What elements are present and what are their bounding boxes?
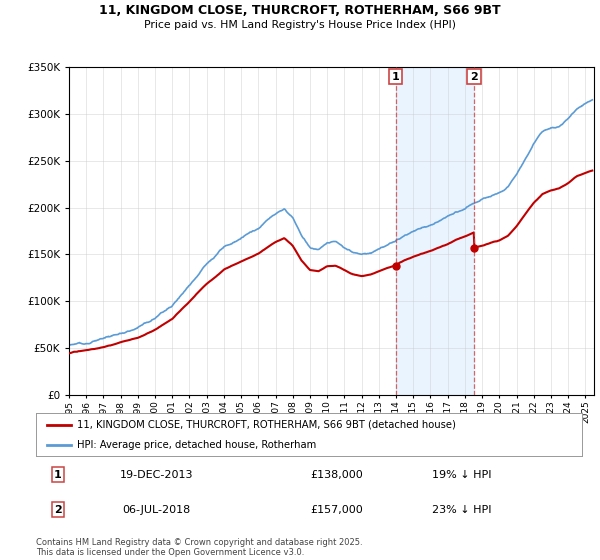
Text: 19% ↓ HPI: 19% ↓ HPI xyxy=(432,470,491,479)
Text: 19-DEC-2013: 19-DEC-2013 xyxy=(119,470,193,479)
Text: 11, KINGDOM CLOSE, THURCROFT, ROTHERHAM, S66 9BT (detached house): 11, KINGDOM CLOSE, THURCROFT, ROTHERHAM,… xyxy=(77,420,456,430)
Text: 2: 2 xyxy=(470,72,478,82)
Text: Price paid vs. HM Land Registry's House Price Index (HPI): Price paid vs. HM Land Registry's House … xyxy=(144,20,456,30)
Text: £157,000: £157,000 xyxy=(310,505,362,515)
Text: 1: 1 xyxy=(392,72,400,82)
Text: 23% ↓ HPI: 23% ↓ HPI xyxy=(432,505,491,515)
Text: Contains HM Land Registry data © Crown copyright and database right 2025.
This d: Contains HM Land Registry data © Crown c… xyxy=(36,538,362,557)
Text: 1: 1 xyxy=(54,470,62,479)
Text: HPI: Average price, detached house, Rotherham: HPI: Average price, detached house, Roth… xyxy=(77,440,316,450)
Text: 06-JUL-2018: 06-JUL-2018 xyxy=(122,505,190,515)
Text: 2: 2 xyxy=(54,505,62,515)
Text: £138,000: £138,000 xyxy=(310,470,362,479)
Text: 11, KINGDOM CLOSE, THURCROFT, ROTHERHAM, S66 9BT: 11, KINGDOM CLOSE, THURCROFT, ROTHERHAM,… xyxy=(99,4,501,17)
Bar xyxy=(395,67,474,395)
